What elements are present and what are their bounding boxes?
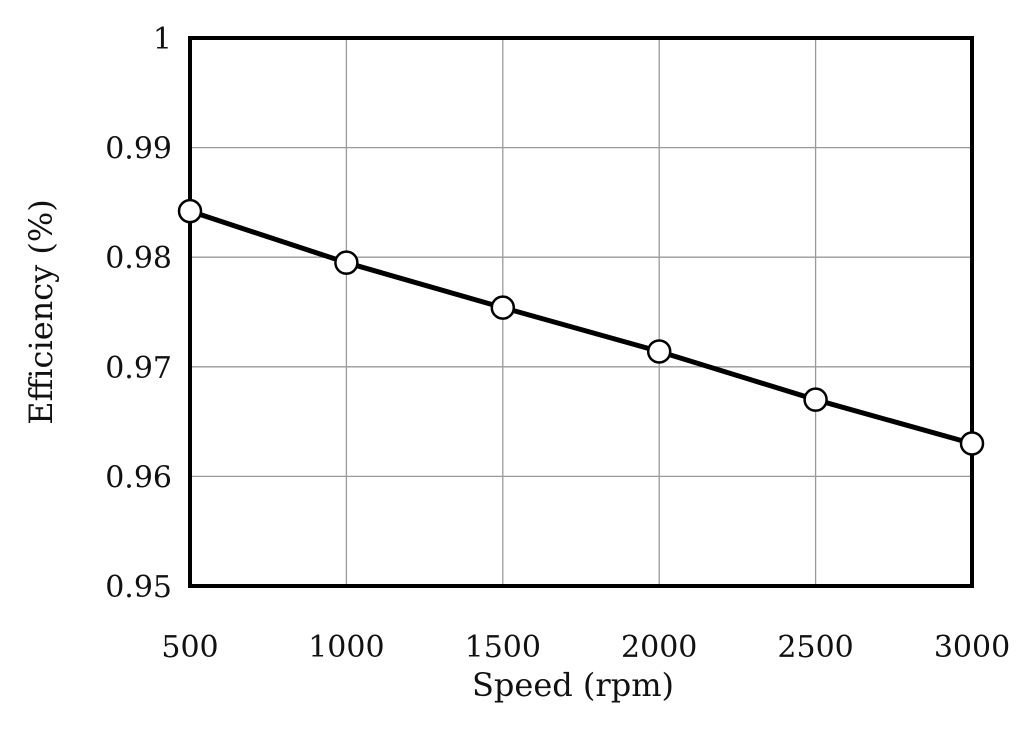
x-tick-label: 2000 [621,630,697,665]
data-point-marker [490,295,516,320]
data-point-marker [334,250,359,275]
y-tick-label: 0.97 [105,351,172,386]
x-tick-labels: 500 1000 1500 2000 2500 3000 [161,630,1010,665]
series-layer [177,198,985,456]
x-tick-label: 1000 [308,630,384,665]
y-tick-label: 0.99 [105,132,172,167]
data-point-marker [177,198,203,224]
x-tick-label: 2500 [777,630,853,665]
plot-frame [188,36,974,588]
data-point-marker [803,387,828,412]
x-tick-label: 1500 [465,630,541,665]
data-point-marker [959,431,985,456]
x-tick-label: 500 [161,630,218,665]
x-tick-label: 3000 [934,630,1010,665]
y-tick-label: 0.95 [105,570,172,605]
x-axis-label: Speed (rpm) [472,666,674,704]
y-tick-labels: 0.95 0.96 0.97 0.98 0.99 1 [105,22,172,605]
y-tick-label: 1 [153,22,172,57]
y-tick-label: 0.96 [105,460,172,495]
grid [190,38,972,586]
y-tick-label: 0.98 [105,241,172,276]
series-line [189,208,973,446]
y-axis-label: Efficiency (%) [22,199,60,425]
data-point-marker [646,339,672,364]
